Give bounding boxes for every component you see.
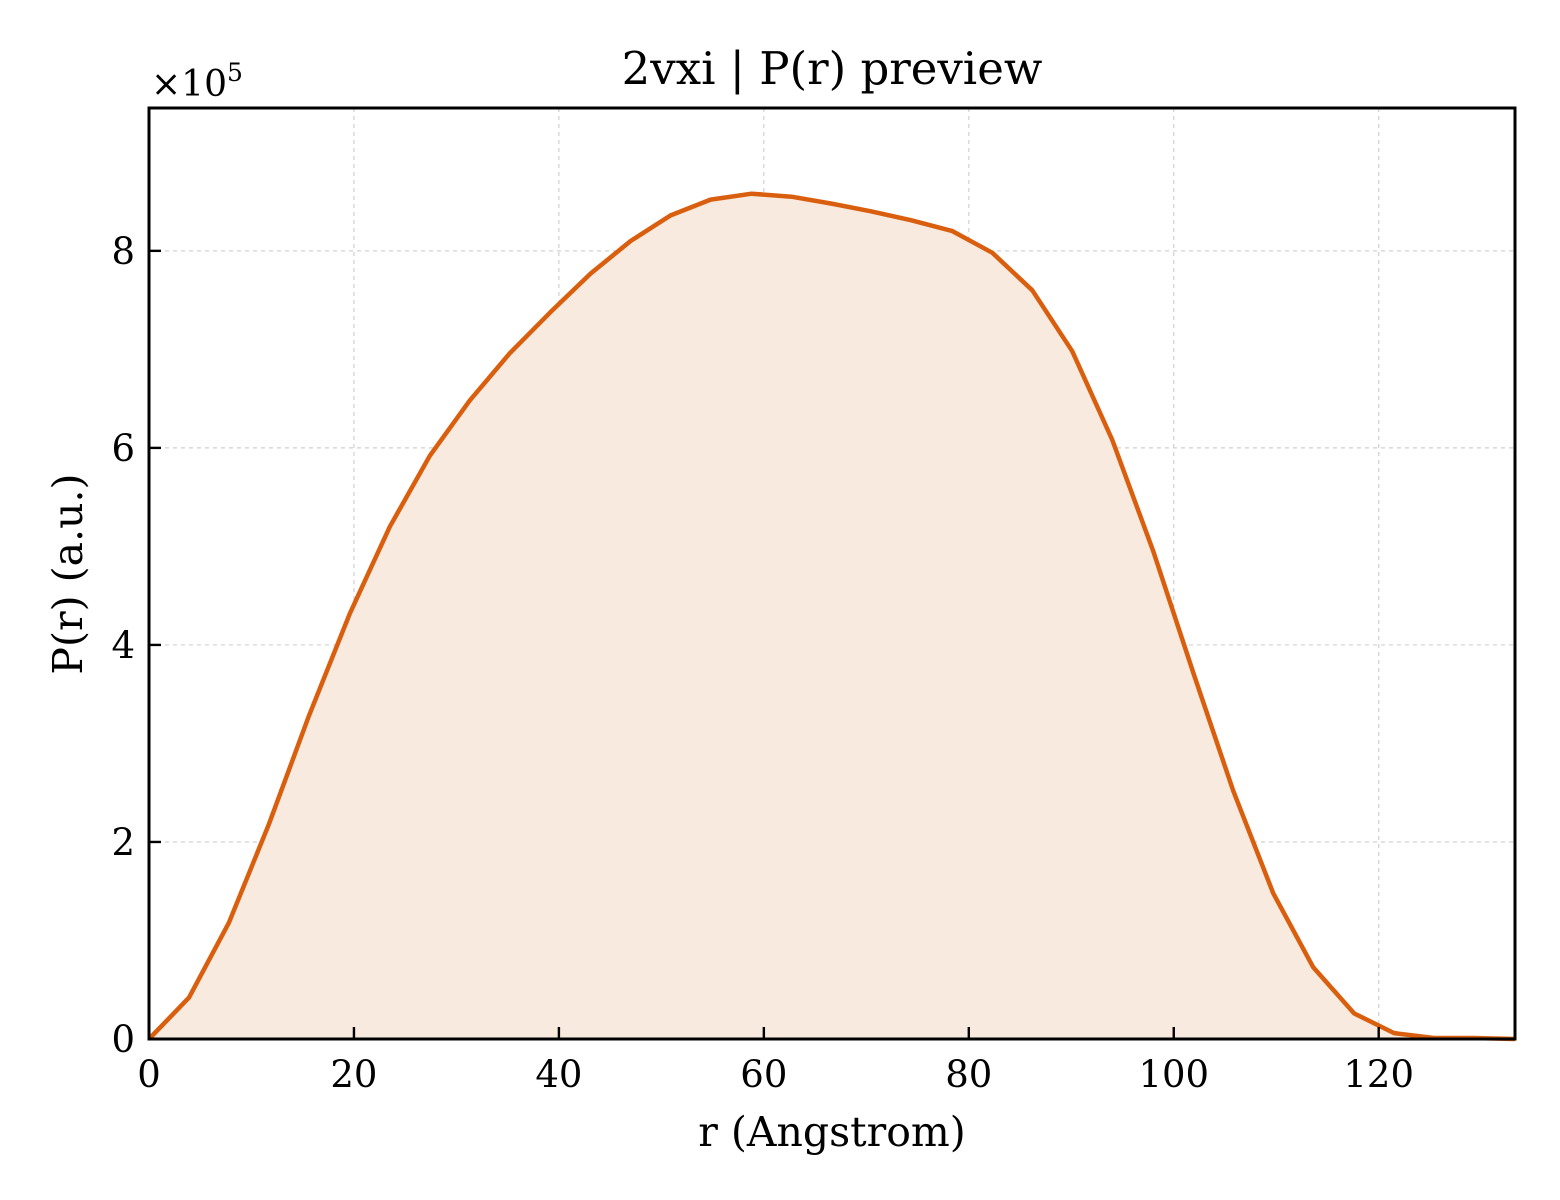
y-tick-label: 4 [111,624,135,667]
series-area [149,193,1515,1039]
x-tick-label: 20 [330,1053,377,1096]
y-tick-label: 6 [111,427,135,470]
axis-ticks: 0 20 40 60 80 100 120 0 2 4 6 8 [111,230,1414,1096]
y-multiplier: ×105 [151,58,243,105]
y-tick-label: 2 [111,821,135,864]
x-axis-label: r (Angstrom) [698,1108,966,1156]
x-tick-label: 100 [1138,1053,1209,1096]
plot-frame [147,106,1517,1041]
x-tick-label: 80 [945,1053,992,1096]
series-line [147,191,1516,1042]
y-tick-label: 0 [111,1018,135,1061]
x-tick-label: 60 [740,1053,787,1096]
y-multiplier-exponent: 5 [227,58,243,87]
chart-title: 2vxi | P(r) preview [622,42,1043,95]
y-axis-label: P(r) (a.u.) [44,473,92,674]
x-tick-label: 40 [535,1053,582,1096]
y-multiplier-base: ×10 [151,64,227,105]
y-tick-label: 8 [111,230,135,273]
x-tick-label: 120 [1343,1053,1414,1096]
x-tick-label: 0 [137,1053,161,1096]
